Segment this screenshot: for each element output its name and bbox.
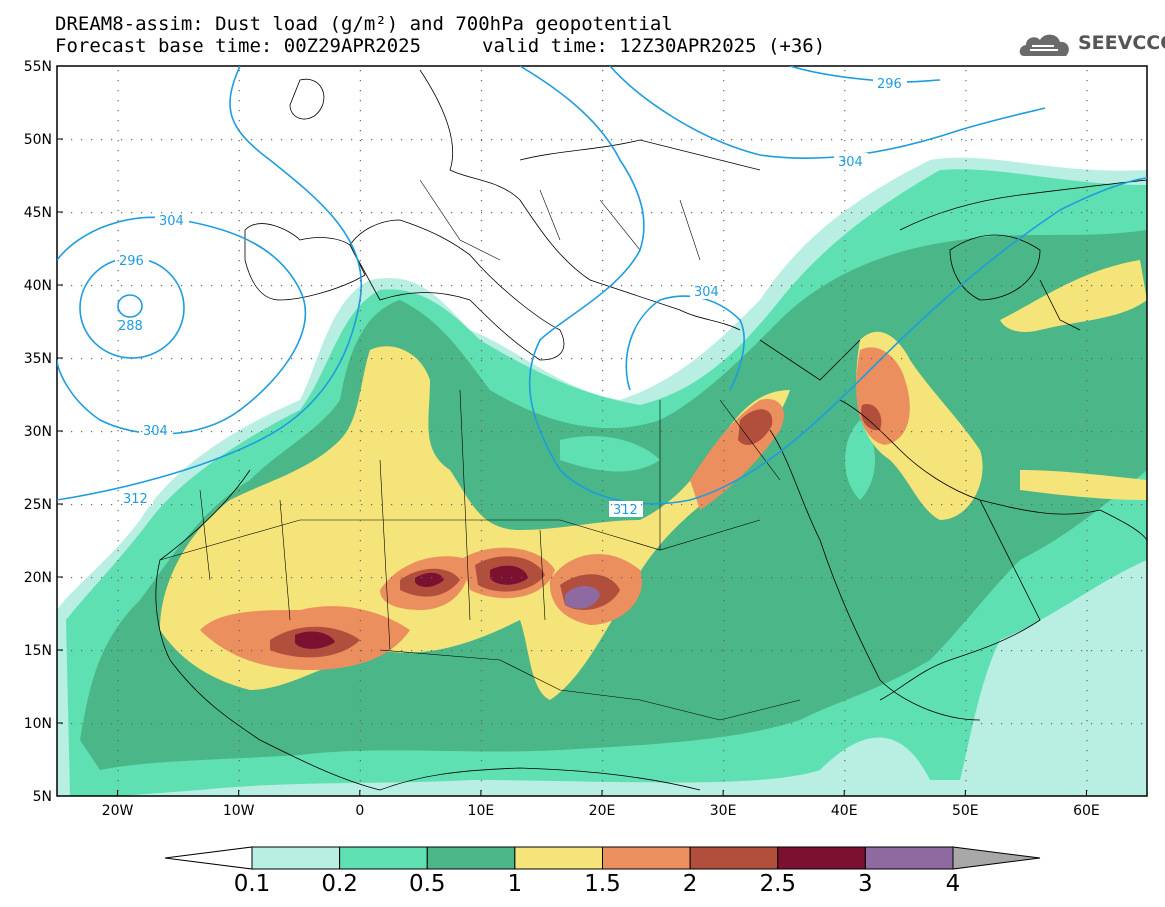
contour-label: 304 [159, 214, 184, 229]
contour-label: 304 [694, 285, 719, 300]
lon-label: 60E [1073, 803, 1100, 819]
colorbar-label: 2 [682, 871, 698, 897]
lat-label: 45N [24, 205, 52, 221]
lat-label: 10N [24, 716, 52, 732]
contour-label: 304 [838, 155, 863, 170]
colorbar-label: 0.2 [321, 871, 358, 897]
contour-label: 304 [143, 424, 168, 439]
colorbar-label: 3 [858, 871, 873, 897]
country-borders [159, 179, 801, 721]
latitude-axis: 55N 50N 45N 40N 35N 30N 25N 20N 15N 10N 5N [24, 59, 63, 805]
colorbar-cell [426, 846, 516, 870]
lat-label: 20N [24, 570, 52, 586]
lat-label: 40N [24, 278, 52, 294]
longitude-axis: 20W 10W 0 10E 20E 30E 40E 50E 60E [102, 790, 1100, 819]
lon-label: 20W [102, 803, 134, 819]
lat-label: 35N [24, 351, 52, 367]
lon-label: 10W [223, 803, 255, 819]
colorbar-low-end [164, 846, 253, 870]
lat-label: 30N [24, 424, 52, 440]
graticule [61, 70, 1143, 792]
logo-text: SEEVCCC [1078, 32, 1165, 54]
forecast-base-time: Forecast base time: 00Z29APR2025 [55, 35, 422, 57]
lon-label: 0 [355, 803, 364, 819]
coastlines [155, 69, 1147, 791]
colorbar-label: 1 [507, 871, 523, 897]
lon-label: 50E [952, 803, 979, 819]
colorbar-cell [514, 846, 603, 870]
valid-time: valid time: 12Z30APR2025 (+36) [482, 35, 826, 57]
dust-field [57, 66, 1147, 796]
lon-label: 30E [710, 803, 737, 819]
colorbar-label: 1.5 [584, 871, 621, 897]
colorbar-cell [689, 846, 779, 870]
colorbar-cell [251, 846, 341, 870]
contour-label: 296 [877, 77, 902, 92]
colorbar-high-end [952, 846, 1041, 870]
colorbar-cell [339, 846, 428, 870]
lat-label: 55N [24, 59, 52, 75]
lon-label: 40E [831, 803, 858, 819]
lat-label: 15N [24, 643, 52, 659]
colorbar-cell [602, 846, 691, 870]
contour-labels: 296 304 304 296 288 304 312 304 312 [115, 75, 907, 518]
map-title: DREAM8-assim: Dust load (g/m²) and 700hP… [55, 13, 673, 35]
colorbar-label: 2.5 [759, 871, 797, 897]
colorbar-cell [864, 846, 954, 870]
contour-label: 312 [613, 503, 638, 518]
colorbar-cells [164, 846, 1041, 870]
contour-label: 312 [123, 492, 148, 507]
colorbar-label: 0.5 [408, 871, 446, 897]
contour-label: 288 [118, 319, 143, 334]
lat-label: 50N [24, 132, 52, 148]
cloud-logo-icon [1019, 34, 1069, 56]
contour-label: 296 [119, 254, 144, 269]
lon-label: 20E [589, 803, 616, 819]
lon-label: 10E [468, 803, 495, 819]
lat-label: 25N [24, 497, 52, 513]
colorbar-label: 4 [945, 871, 961, 897]
colorbar-label: 0.1 [233, 871, 271, 897]
colorbar-cell [777, 846, 866, 870]
lat-label: 5N [33, 789, 52, 805]
